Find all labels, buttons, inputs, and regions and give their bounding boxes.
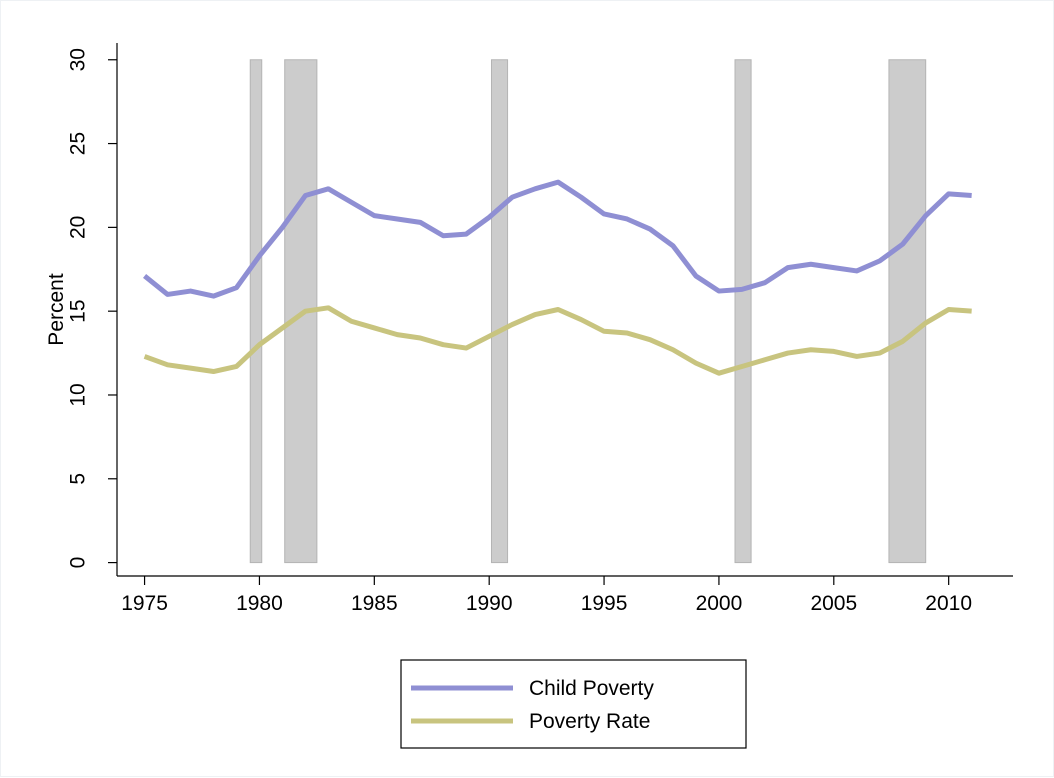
x-tick-label: 2005 bbox=[810, 592, 857, 615]
x-tick-label: 2000 bbox=[696, 592, 743, 615]
series-lines bbox=[143, 179, 972, 376]
legend-label: Child Poverty bbox=[529, 677, 654, 700]
recession-band bbox=[490, 59, 509, 564]
x-tick-label: 1975 bbox=[121, 592, 168, 615]
x-tick-label: 1990 bbox=[466, 592, 513, 615]
x-tick-label: 1995 bbox=[581, 592, 628, 615]
y-tick-label: 0 bbox=[66, 557, 89, 569]
recession-band bbox=[249, 59, 263, 564]
y-axis-title: Percent bbox=[45, 273, 68, 346]
legend-box bbox=[400, 659, 747, 749]
y-tick-label: 15 bbox=[66, 299, 89, 322]
recession-band bbox=[888, 59, 927, 564]
x-tick-label: 1980 bbox=[236, 592, 283, 615]
series-line-1 bbox=[143, 305, 972, 376]
x-tick-label: 1985 bbox=[351, 592, 398, 615]
x-tick-label: 2010 bbox=[925, 592, 972, 615]
legend: Child Poverty Poverty Rate bbox=[400, 659, 747, 749]
y-tick-label: 5 bbox=[66, 473, 89, 485]
y-tick-label: 10 bbox=[66, 383, 89, 406]
recession-bands bbox=[249, 59, 927, 564]
y-tick-label: 20 bbox=[66, 216, 89, 239]
y-tick-label: 25 bbox=[66, 132, 89, 155]
series-line-0 bbox=[143, 179, 972, 299]
recession-band bbox=[734, 59, 752, 564]
y-tick-label: 30 bbox=[66, 48, 89, 71]
axes: 0 5 10 15 20 25 30 1975 1980 1985 1990 1995 2000 2005… bbox=[66, 43, 1013, 615]
legend-label: Poverty Rate bbox=[529, 710, 650, 733]
